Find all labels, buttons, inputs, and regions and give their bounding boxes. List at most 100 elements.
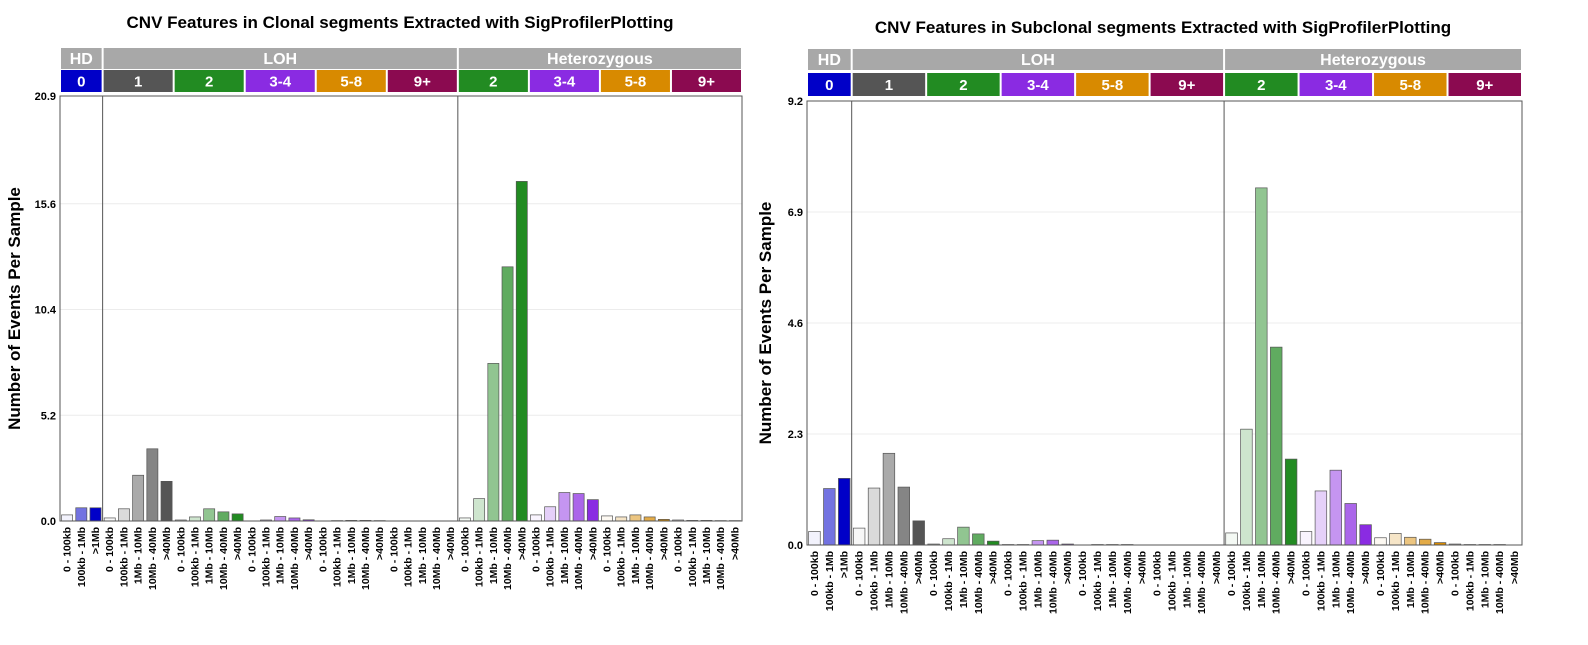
subgroup-header-5-8 [316, 70, 386, 92]
bar [957, 526, 970, 546]
subgroup-header-label: 5-8 [340, 74, 362, 91]
x-tick-label: 0 - 100kb [673, 527, 685, 572]
bar [501, 266, 514, 522]
subgroup-header-3-4 [529, 70, 599, 92]
x-tick-label: 10Mb - 40Mb [289, 527, 301, 590]
bar [1419, 538, 1432, 546]
x-tick-label: 0 - 100kb [928, 551, 940, 596]
x-tick-label: 0 - 100kb [459, 527, 471, 572]
bar [586, 499, 599, 522]
subgroup-header-1 [103, 70, 173, 92]
bar [1359, 524, 1372, 546]
subgroup-header-label: 9+ [1178, 77, 1195, 94]
bar [942, 538, 955, 546]
x-tick-label: 1Mb - 10Mb [1330, 551, 1342, 608]
x-tick-label: 100kb - 1Mb [1092, 551, 1104, 611]
subgroup-header-2 [458, 70, 528, 92]
x-tick-label: 0 - 100kb [317, 527, 329, 572]
x-tick-label: >40Mb [658, 527, 670, 560]
x-tick-label: >40Mb [988, 551, 1000, 584]
x-tick-label: 10Mb - 40Mb [1420, 551, 1432, 614]
y-tick-label: 0.0 [788, 540, 803, 552]
x-tick-label: 1Mb - 10Mb [275, 527, 287, 584]
subgroup-header-label: 2 [1257, 77, 1265, 94]
subgroup-header-0 [61, 70, 102, 92]
x-tick-label: 10Mb - 40Mb [573, 527, 585, 590]
x-tick-label: 1Mb - 10Mb [883, 551, 895, 608]
group-header-loh [852, 49, 1224, 70]
group-header-label: LOH [263, 51, 297, 68]
subgroup-header-9+ [1150, 73, 1224, 96]
x-tick-label: >40Mb [303, 527, 315, 560]
x-tick-label: >40Mb [232, 527, 244, 560]
x-tick-label: 1Mb - 10Mb [133, 527, 145, 584]
bar [1374, 537, 1387, 546]
x-tick-label: 1Mb - 10Mb [346, 527, 358, 584]
x-tick-label: 100kb - 1Mb [1166, 551, 1178, 611]
chart-panel-clonal: CNV Features in Clonal segments Extracte… [5, 13, 743, 590]
subgroup-header-label: 5-8 [1102, 77, 1124, 94]
x-tick-label: 100kb - 1Mb [1241, 551, 1253, 611]
x-tick-label: 100kb - 1Mb [76, 527, 88, 587]
subgroup-header-label: 3-4 [1325, 77, 1347, 94]
bar [558, 492, 571, 522]
x-tick-label: >40Mb [445, 527, 457, 560]
y-tick-label: 6.9 [788, 207, 803, 219]
bar [231, 513, 244, 522]
chart-title: CNV Features in Clonal segments Extracte… [127, 13, 674, 32]
subgroup-header-label: 1 [134, 74, 142, 91]
subgroup-header-label: 9+ [698, 74, 715, 91]
subgroup-header-label: 3-4 [1027, 77, 1049, 94]
bar [601, 515, 613, 522]
group-header-hd [61, 48, 102, 69]
x-tick-label: 100kb - 1Mb [616, 527, 628, 587]
x-tick-label: >40Mb [1137, 551, 1149, 584]
bar [75, 507, 88, 522]
bar [530, 514, 542, 522]
x-tick-label: 10Mb - 40Mb [1494, 551, 1506, 614]
group-header-label: LOH [1021, 52, 1055, 69]
subgroup-header-label: 3-4 [554, 74, 576, 91]
bar [852, 527, 866, 546]
bar [1225, 532, 1238, 546]
x-tick-label: 1Mb - 10Mb [417, 527, 429, 584]
bar [1299, 531, 1313, 546]
x-tick-label: 1Mb - 10Mb [488, 527, 500, 584]
group-header-label: HD [70, 51, 93, 68]
subgroup-header-label: 0 [825, 77, 833, 94]
x-tick-label: 10Mb - 40Mb [898, 551, 910, 614]
x-tick-label: 100kb - 1Mb [943, 551, 955, 611]
x-tick-label: 0 - 100kb [854, 551, 866, 596]
y-tick-label: 2.3 [788, 429, 803, 441]
x-tick-label: 10Mb - 40Mb [218, 527, 230, 590]
x-tick-label: >40Mb [1509, 551, 1521, 584]
x-tick-label: 10Mb - 40Mb [360, 527, 372, 590]
y-tick-label: 0.0 [41, 516, 56, 528]
chart-panel-subclonal: CNV Features in Subclonal segments Extra… [756, 18, 1523, 614]
subgroup-header-5-8 [600, 70, 670, 92]
bar [203, 508, 216, 522]
bar [487, 363, 500, 522]
bar [1314, 490, 1328, 546]
x-tick-label: >1Mb [90, 527, 102, 554]
subgroup-header-label: 2 [205, 74, 213, 91]
x-tick-label: 1Mb - 10Mb [958, 551, 970, 608]
x-tick-label: 1Mb - 10Mb [559, 527, 571, 584]
subgroup-header-1 [852, 73, 926, 96]
group-header-hd [808, 49, 851, 70]
subgroup-header-label: 3-4 [269, 74, 291, 91]
x-tick-label: >40Mb [374, 527, 386, 560]
x-tick-label: 100kb - 1Mb [474, 527, 486, 587]
bar [473, 498, 486, 522]
x-tick-label: >40Mb [1211, 551, 1223, 584]
x-tick-label: 10Mb - 40Mb [502, 527, 514, 590]
group-header-heterozygous [1225, 49, 1521, 70]
bar [572, 493, 585, 522]
x-tick-label: 0 - 100kb [104, 527, 116, 572]
y-tick-label: 15.6 [35, 199, 56, 211]
x-tick-label: 10Mb - 40Mb [1196, 551, 1208, 614]
bar [972, 533, 985, 546]
x-tick-label: 1Mb - 10Mb [1256, 551, 1268, 608]
x-tick-label: 1Mb - 10Mb [701, 527, 713, 584]
bar [544, 506, 557, 522]
